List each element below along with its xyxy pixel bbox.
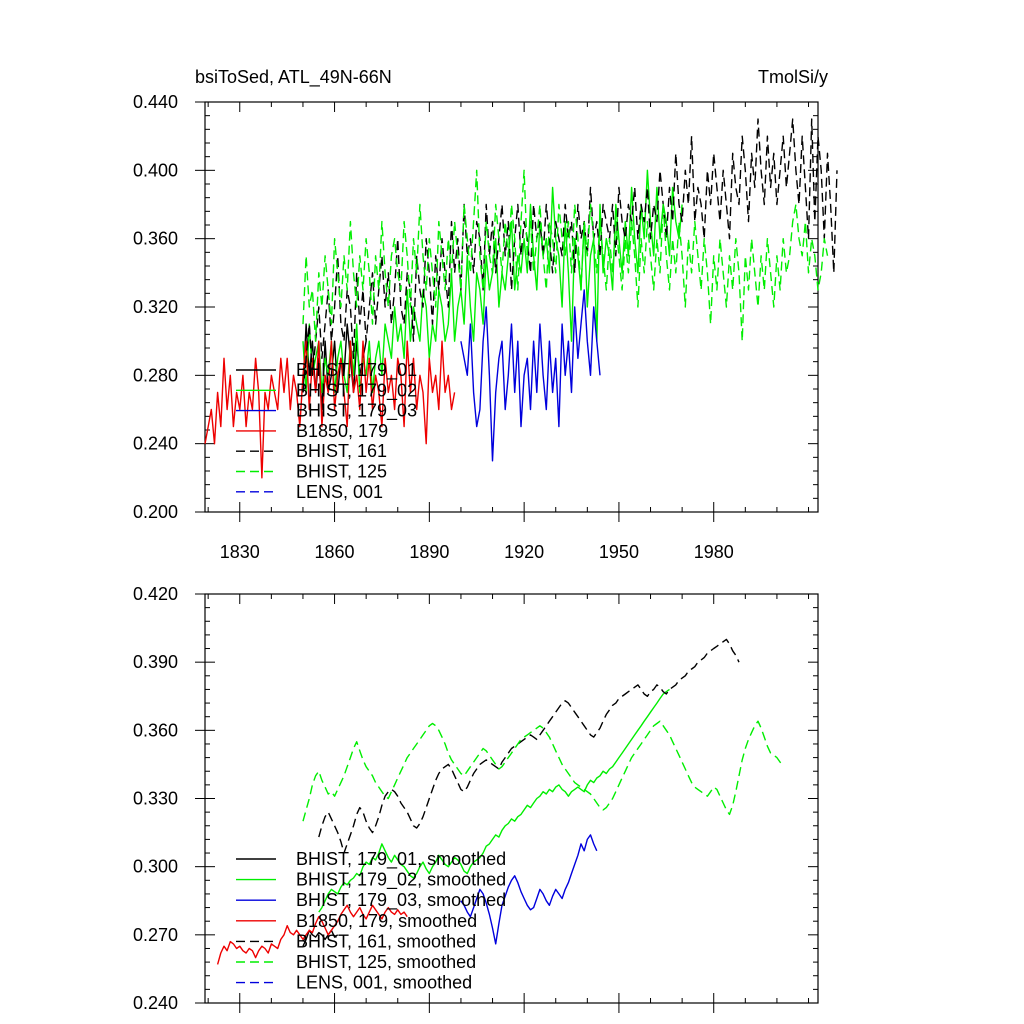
series-line-0-2: [460, 289, 601, 462]
series-line-1-5: [302, 720, 784, 822]
y-tick-label: 0.240: [133, 993, 178, 1013]
y-tick-label: 0.360: [133, 229, 178, 249]
series-line-1-4: [318, 638, 740, 854]
y-tick-label: 0.320: [133, 297, 178, 317]
legend-label: BHIST, 125: [296, 462, 387, 482]
legend-label: BHIST, 179_03, smoothed: [296, 890, 506, 911]
series-line-0-3: [204, 340, 456, 479]
y-tick-label: 0.270: [133, 925, 178, 945]
legend-label: BHIST, 161, smoothed: [296, 931, 476, 951]
y-tick-label: 0.400: [133, 160, 178, 180]
x-tick-label: 1890: [409, 542, 449, 562]
bottom-panel: 0.240 0.270 0.300 0.330 0.360 0.390 0.420 BHIST…: [133, 584, 819, 1013]
legend-label: BHIST, 179_01: [296, 360, 417, 381]
legend-label: BHIST, 179_03: [296, 401, 417, 422]
y-tick-label: 0.240: [133, 434, 178, 454]
series-line-1-2: [460, 834, 598, 945]
y-tick-label: 0.200: [133, 502, 178, 522]
legend-label: LENS, 001, smoothed: [296, 973, 472, 993]
series-line-1-3: [216, 904, 408, 965]
legend-label: BHIST, 161: [296, 441, 387, 461]
y-tick-label: 0.420: [133, 584, 178, 604]
legend-label: BHIST, 179_02: [296, 380, 417, 401]
legend-label: BHIST, 179_01, smoothed: [296, 849, 506, 870]
legend-label: LENS, 001: [296, 482, 383, 502]
x-tick-label: 1860: [315, 542, 355, 562]
y-tick-label: 0.390: [133, 652, 178, 672]
y-tick-label: 0.360: [133, 720, 178, 740]
y-tick-label: 0.280: [133, 365, 178, 385]
legend-label: BHIST, 125, smoothed: [296, 952, 476, 972]
legend-label: BHIST, 179_02, smoothed: [296, 870, 506, 891]
series-line-0-5: [302, 169, 829, 342]
x-tick-label: 1950: [599, 542, 639, 562]
top-panel: 1830 1860 1890 1920 1950 1980 0.200 0.240 0.280 0…: [133, 92, 838, 562]
legend-label: B1850, 179, smoothed: [296, 911, 477, 931]
y-tick-label: 0.440: [133, 92, 178, 112]
series-line-1-1: [318, 688, 670, 913]
series-line-0-4: [302, 118, 838, 393]
chart-title-left: bsiToSed, ATL_49N-66N: [195, 67, 392, 88]
x-tick-label: 1830: [220, 542, 260, 562]
chart-title-right: TmolSi/y: [758, 67, 828, 87]
legend-label: B1850, 179: [296, 421, 388, 441]
x-tick-label: 1980: [694, 542, 734, 562]
x-tick-label: 1920: [504, 542, 544, 562]
series-line-0-0: [302, 323, 367, 411]
y-tick-label: 0.330: [133, 789, 178, 809]
y-tick-label: 0.300: [133, 857, 178, 877]
